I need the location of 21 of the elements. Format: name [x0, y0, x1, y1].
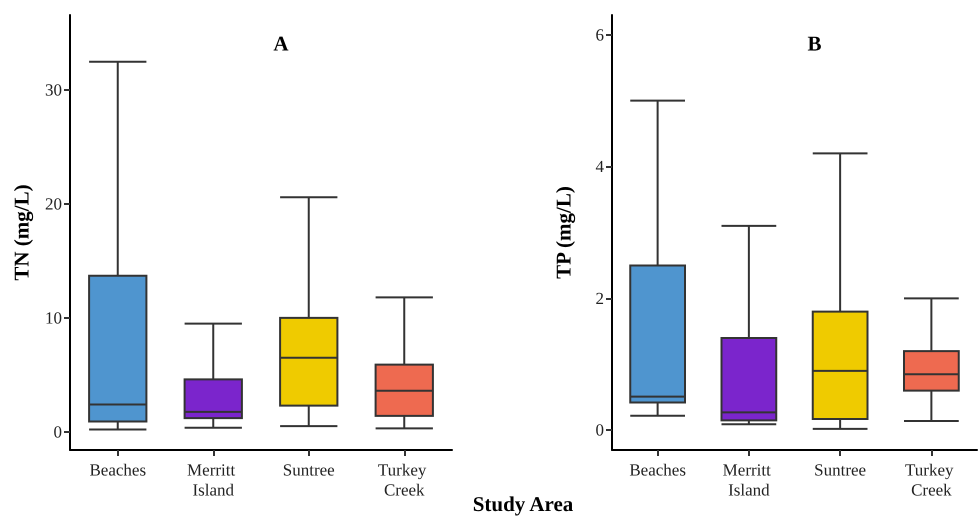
x-tick-label: Merritt Island — [187, 460, 240, 500]
y-axis-title: TP (mg/L) — [552, 186, 576, 279]
text: A — [273, 32, 290, 56]
x-tick-label: Beaches — [89, 460, 146, 480]
x-tick-label: Beaches — [629, 460, 686, 480]
y-tick-label: 2 — [596, 288, 604, 308]
y-tick-label: 0 — [54, 422, 62, 442]
y-tick-label: 20 — [45, 194, 62, 214]
y-tick-label: 10 — [45, 308, 62, 328]
y-tick-label: 4 — [596, 157, 604, 176]
x-tick-label: Suntree — [282, 460, 335, 480]
x-axis-title: Study Area — [472, 492, 574, 516]
y-tick-label: 0 — [596, 420, 604, 440]
x-tick-label: Turkey Creek — [378, 460, 431, 500]
y-tick-label: 6 — [596, 25, 604, 44]
y-axis-title: TN (mg/L) — [10, 184, 34, 281]
x-tick-label: Turkey Creek — [905, 460, 958, 500]
x-tick-label: Merritt Island — [722, 460, 776, 500]
x-tick-label: Suntree — [814, 460, 866, 480]
text: B — [807, 32, 822, 56]
y-tick-label: 30 — [45, 80, 62, 100]
